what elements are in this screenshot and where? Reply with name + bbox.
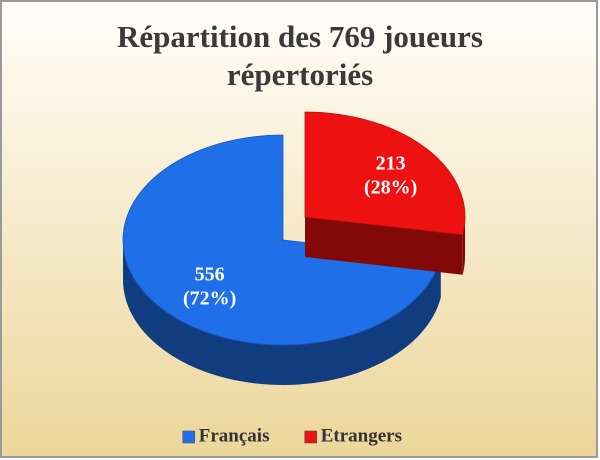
slice-side — [462, 217, 465, 275]
chart-title: Répartition des 769 joueurs répertoriés — [117, 19, 483, 92]
data-label: 213 (28%) — [364, 153, 417, 199]
legend-label: Français — [199, 425, 270, 446]
slice-side — [123, 240, 441, 385]
legend-swatch — [182, 430, 196, 444]
slice-side — [305, 217, 463, 275]
legend-label: Etrangers — [321, 425, 402, 446]
slice — [304, 111, 466, 236]
legend-swatch — [304, 430, 318, 444]
slice — [122, 134, 442, 346]
data-label: 556 (72%) — [183, 264, 236, 310]
